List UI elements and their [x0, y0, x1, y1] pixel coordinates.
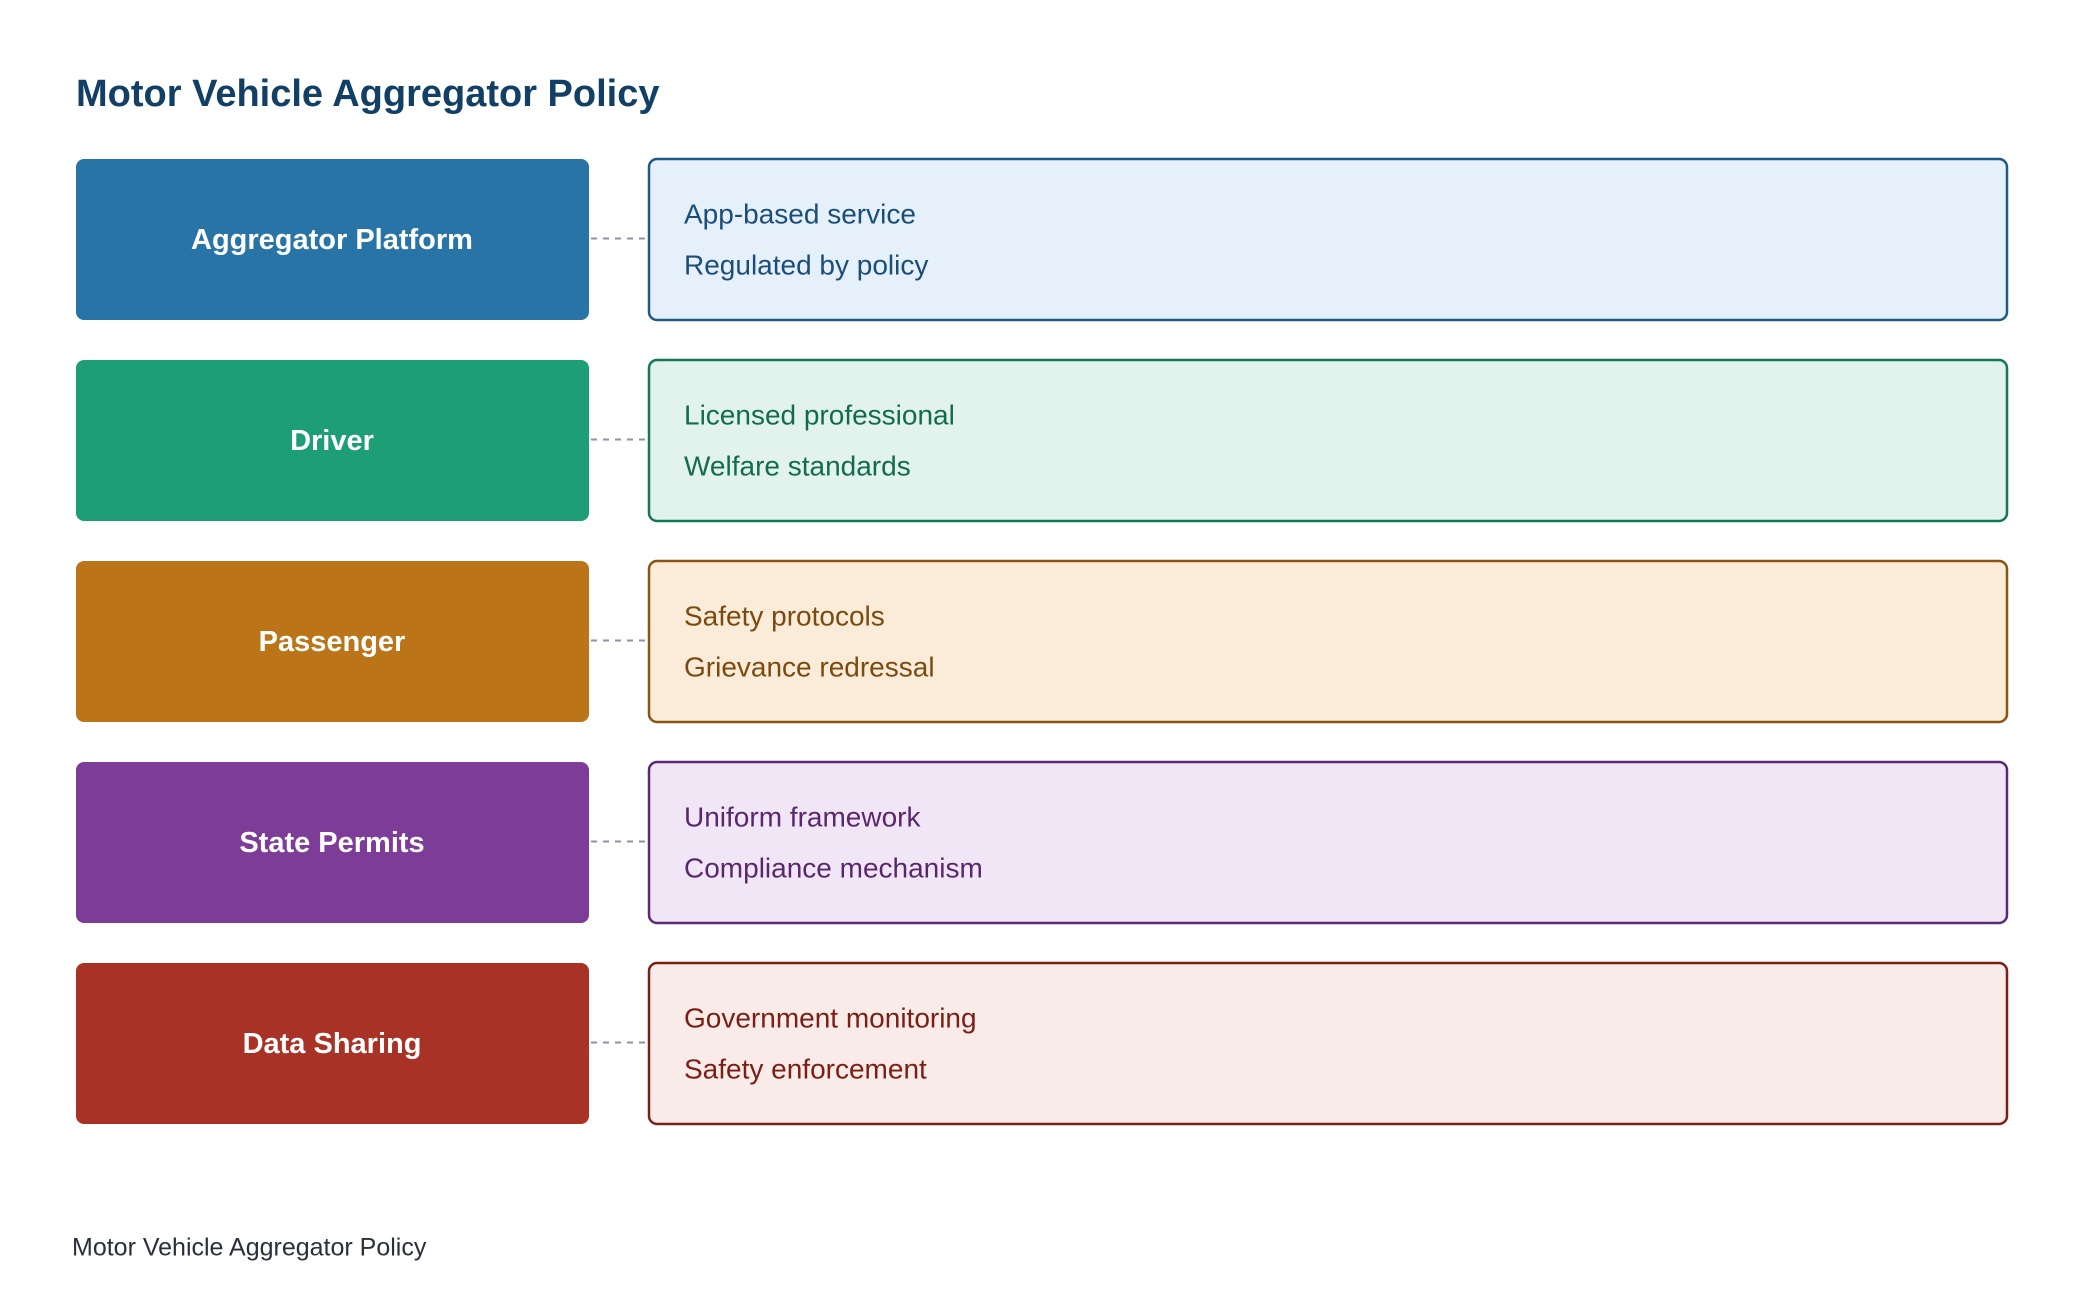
detail-item: Welfare standards — [684, 450, 911, 481]
detail-item: App-based service — [684, 198, 916, 229]
detail-box — [647, 157, 2009, 322]
category-box — [76, 963, 589, 1124]
detail-item: Safety enforcement — [684, 1053, 927, 1084]
detail-item: Regulated by policy — [684, 249, 928, 280]
detail-box — [647, 760, 2009, 925]
detail-item: Government monitoring — [684, 1002, 977, 1033]
footer: Motor Vehicle Aggregator Policy — [72, 1234, 427, 1262]
category-label: State Permits — [239, 827, 424, 859]
category-label: Data Sharing — [243, 1028, 422, 1060]
detail-box — [647, 358, 2009, 523]
title: Motor Vehicle Aggregator Policy — [76, 73, 660, 115]
detail-box — [647, 961, 2009, 1126]
rows: Aggregator Platform App-based service Regu… — [76, 157, 2009, 1126]
detail-item: Safety protocols — [684, 600, 885, 631]
detail-item: Uniform framework — [684, 801, 921, 832]
detail-item: Grievance redressal — [684, 651, 935, 682]
category-label: Aggregator Platform — [191, 224, 473, 256]
category-label: Driver — [290, 425, 374, 457]
detail-item: Compliance mechanism — [684, 852, 983, 883]
detail-box — [647, 559, 2009, 724]
category-box — [76, 360, 589, 521]
detail-item: Licensed professional — [684, 399, 955, 430]
category-box — [76, 159, 589, 320]
category-label: Passenger — [259, 626, 406, 658]
category-box — [76, 561, 589, 722]
category-box — [76, 762, 589, 923]
